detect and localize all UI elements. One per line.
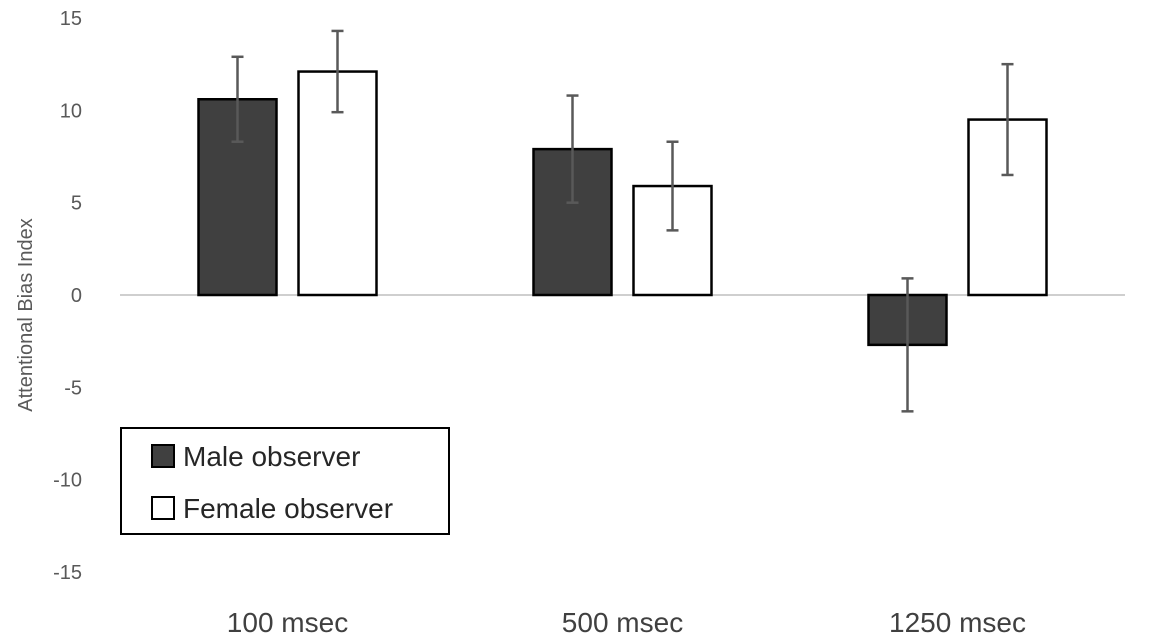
legend: Male observer Female observer [120, 427, 450, 535]
legend-swatch [151, 496, 175, 520]
bar [632, 184, 713, 297]
legend-item: Male observer [151, 441, 360, 472]
y-axis-title: Attentional Bias Index [15, 218, 37, 411]
legend-label: Male observer [183, 441, 360, 472]
legend-box [120, 427, 450, 535]
error-bar [901, 277, 914, 413]
y-tick-label: -15 [53, 562, 82, 584]
error-bar [666, 140, 679, 232]
x-category-label: 1250 msec [889, 607, 1026, 638]
y-tick-label: -5 [64, 377, 82, 399]
x-category-label: 500 msec [562, 607, 683, 638]
error-bar [231, 55, 244, 143]
y-tick-label: 0 [71, 285, 82, 307]
legend-swatch [151, 444, 175, 468]
bars [197, 70, 1048, 347]
x-category-label: 100 msec [227, 607, 348, 638]
legend-label: Female observer [183, 493, 393, 524]
y-tick-label: -10 [53, 470, 82, 492]
error-bars [231, 29, 1014, 413]
y-axis-ticks: -15 -10 -5 0 5 10 15 [53, 8, 82, 584]
error-bar [1001, 62, 1014, 177]
error-bar [566, 94, 579, 204]
y-tick-label: 10 [60, 100, 82, 122]
y-tick-label: 5 [71, 193, 82, 215]
x-axis-categories: 100 msec 500 msec 1250 msec [227, 607, 1026, 638]
y-tick-label: 15 [60, 8, 82, 30]
error-bar [331, 29, 344, 114]
legend-item: Female observer [151, 493, 393, 524]
